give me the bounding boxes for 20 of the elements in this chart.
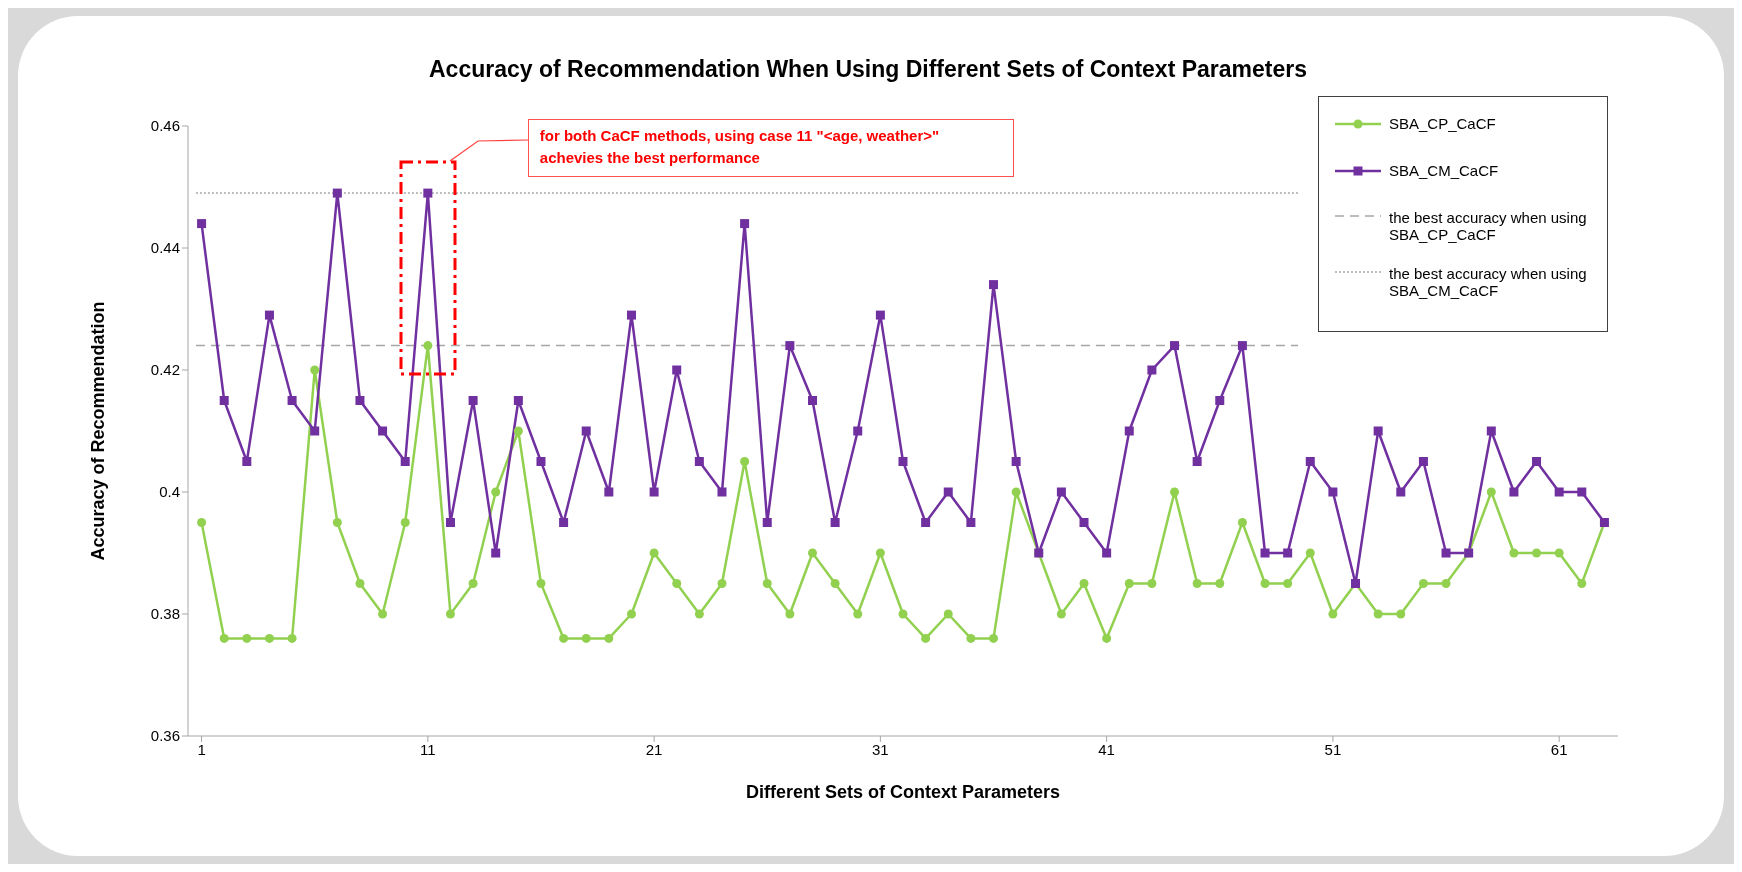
x-axis-title: Different Sets of Context Parameters	[745, 782, 1061, 802]
legend-label: the best accuracy when using SBA_CM_CaCF	[1389, 265, 1588, 299]
legend-label: SBA_CM_CaCF	[1389, 162, 1499, 179]
y-tick-label: 0.38	[150, 605, 180, 623]
y-tick-label: 0.36	[150, 727, 180, 745]
y-axis-title: Accuracy of Recommendation	[88, 301, 109, 561]
legend-label: the best accuracy when using SBA_CP_CaCF	[1389, 209, 1588, 243]
x-tick-label: 51	[1324, 740, 1342, 758]
x-tick-label: 11	[420, 740, 436, 758]
y-tick-label: 0.46	[150, 117, 180, 135]
y-tick-label: 0.44	[150, 239, 180, 257]
x-tick-label: 61	[1550, 740, 1568, 758]
x-tick-label: 21	[645, 740, 663, 758]
y-tick-label: 0.42	[150, 361, 180, 379]
legend-label: SBA_CP_CaCF	[1389, 115, 1496, 132]
x-tick-label: 1	[197, 740, 206, 758]
x-tick-label: 41	[1098, 740, 1115, 758]
x-tick-label: 31	[872, 740, 889, 758]
y-tick-label: 0.4	[159, 483, 180, 501]
chart-title: Accuracy of Recommendation When Using Different Sets of Context Parameters	[428, 56, 1308, 83]
